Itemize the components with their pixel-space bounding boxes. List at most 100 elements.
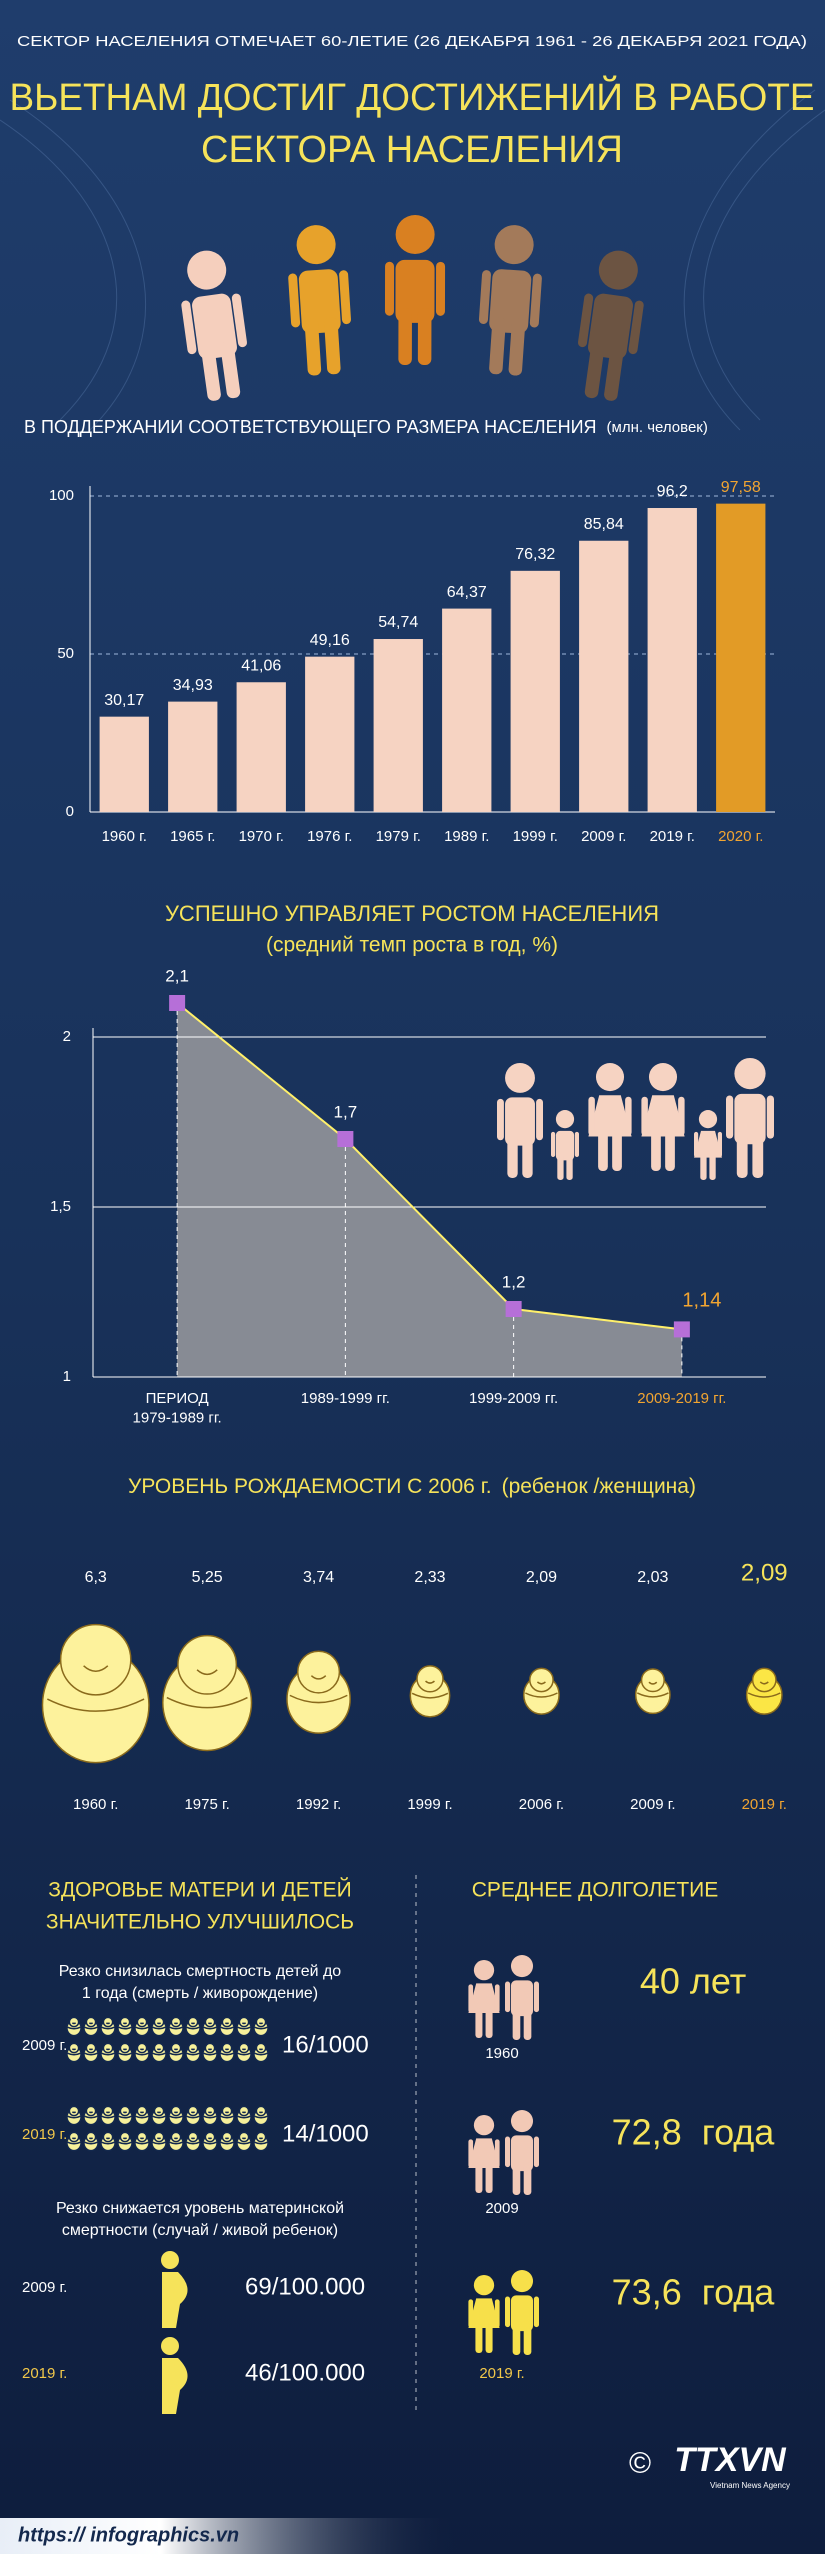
baby-smile [190, 2111, 196, 2114]
note: Резко снизилась смертность детей до [59, 1963, 342, 1980]
head [510, 2110, 534, 2133]
baby-head [416, 1665, 444, 1693]
leg [475, 2323, 483, 2353]
baby-arms [169, 2026, 183, 2030]
leg [220, 341, 241, 399]
arm [505, 1981, 511, 2013]
arm [533, 2136, 539, 2168]
baby-head [136, 2016, 148, 2028]
baby-head [119, 2016, 131, 2028]
baby-smile [196, 1669, 218, 1676]
bar [647, 508, 697, 812]
person [181, 250, 247, 401]
baby-head [68, 2105, 80, 2117]
head [648, 1063, 678, 1092]
baby-arms [84, 2141, 98, 2145]
leg [709, 1153, 716, 1180]
baby-head [102, 2131, 114, 2143]
leg [489, 317, 506, 375]
x-tick-label: 2019 г. [742, 1796, 787, 1813]
baby-arms [254, 2115, 268, 2119]
baby-arms [84, 2115, 98, 2119]
arm [494, 2299, 500, 2328]
baby-arms [186, 2141, 200, 2145]
baby-smile [241, 2111, 247, 2114]
baby-smile [258, 2048, 264, 2051]
head [510, 1955, 534, 1978]
arm [577, 293, 594, 348]
leg [584, 341, 605, 399]
baby-head [102, 2042, 114, 2054]
x-tick-label: 2006 г. [519, 1796, 564, 1813]
arm [628, 300, 644, 355]
torso [510, 2295, 534, 2332]
arm [181, 300, 197, 355]
x-tick-label: 1976 г. [307, 828, 352, 845]
marker [673, 1321, 690, 1338]
x-tick-label: 1970 г. [239, 828, 284, 845]
baby-head [751, 1667, 777, 1693]
baby-smile [207, 2048, 213, 2051]
baby-smile [71, 2022, 77, 2025]
baby [634, 1668, 671, 1715]
x-tick-label: 1999-2009 гг. [469, 1390, 558, 1407]
value-label: 2,03 [637, 1569, 668, 1586]
baby-head [204, 2131, 216, 2143]
life-expectancy: 73,6 года [612, 2272, 776, 2313]
x-tick-label: 1965 г. [170, 828, 215, 845]
value-label: 76,32 [515, 546, 555, 563]
baby-head [85, 2042, 97, 2054]
year-label: 2009 г. [22, 2037, 67, 2054]
arm [766, 1095, 774, 1139]
year-label: 2009 [485, 2200, 518, 2217]
baby-head [153, 2105, 165, 2117]
baby-smile [258, 2022, 264, 2025]
baby-head [102, 2105, 114, 2117]
year-label: 2019 г. [479, 2365, 524, 2382]
x-tick-label: 2009 г. [581, 828, 626, 845]
arm [678, 1096, 685, 1136]
baby-head [238, 2016, 250, 2028]
label-line: 1979-1989 гг. [133, 1409, 222, 1426]
baby-arms [237, 2141, 251, 2145]
head [510, 2270, 534, 2293]
dress [588, 1095, 632, 1137]
arm [641, 1096, 648, 1136]
arm [505, 2136, 511, 2168]
leg [612, 1129, 622, 1171]
leg [485, 2163, 493, 2193]
x-tick-label: 2019 г. [650, 828, 695, 845]
chart-subtitle: (средний темп роста в год, %) [266, 934, 558, 957]
baby-head [238, 2105, 250, 2117]
section-title: СРЕДНЕЕ ДОЛГОЛЕТИЕ [472, 1879, 719, 1902]
leg [523, 2007, 532, 2040]
infant-icons [66, 2016, 269, 2152]
baby-arms [254, 2052, 268, 2056]
baby-head [221, 2105, 233, 2117]
y-tick-label: 50 [57, 645, 74, 662]
value-label: 97,58 [721, 479, 761, 496]
torso [555, 1130, 575, 1161]
baby-smile [139, 2137, 145, 2140]
baby-arms [525, 1692, 558, 1698]
head [734, 1058, 766, 1090]
arm [726, 1095, 734, 1139]
section-title: ЗДОРОВЬЕ МАТЕРИ И ДЕТЕЙ [48, 1878, 351, 1902]
head [598, 250, 638, 290]
couple-icon [468, 2270, 539, 2355]
x-tick-label: 1999 г. [407, 1796, 452, 1813]
head [505, 1063, 535, 1093]
body [162, 2358, 188, 2414]
leg [512, 2007, 521, 2040]
baby-head [170, 2105, 182, 2117]
baby-head [119, 2131, 131, 2143]
leg [512, 2162, 521, 2195]
baby-smile [173, 2111, 179, 2114]
leg [700, 1153, 707, 1180]
baby-arms [203, 2052, 217, 2056]
baby-arms [220, 2141, 234, 2145]
leg [522, 1134, 533, 1178]
baby-arms [101, 2141, 115, 2145]
baby-head [255, 2131, 267, 2143]
note: Резко снижается уровень материнской [56, 2200, 344, 2217]
